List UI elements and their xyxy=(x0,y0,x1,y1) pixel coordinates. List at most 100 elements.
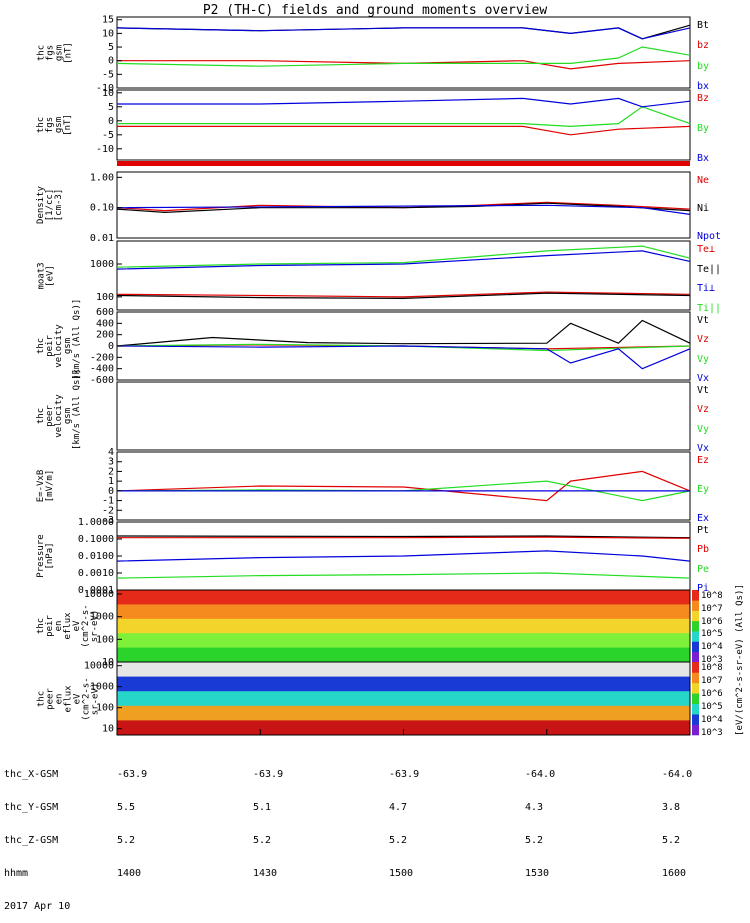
y-tick-label: -400 xyxy=(90,364,114,375)
colorbar-segment xyxy=(692,714,699,725)
y-tick-label: -10 xyxy=(96,83,114,94)
y-tick-label: 600 xyxy=(96,307,114,318)
spectrogram-band xyxy=(117,662,690,678)
spectrogram-band xyxy=(117,618,690,634)
series-line-Te⊥ xyxy=(116,291,691,298)
y-tick-label: 1000 xyxy=(90,612,114,623)
footer-col-1530: -64.0 4.3 5.2 1530 xyxy=(525,747,555,890)
y-tick-label: 10000 xyxy=(84,661,114,672)
spectrogram-band xyxy=(117,604,690,620)
y-tick-label: 100 xyxy=(96,634,114,645)
footer-col-1600: -64.0 3.8 5.2 1600 xyxy=(662,747,692,890)
series-line-Pt xyxy=(116,535,691,539)
series-line-bz xyxy=(117,60,691,70)
colorbar-segment xyxy=(692,620,699,632)
legend-item: Vy xyxy=(697,353,710,365)
panel-frame xyxy=(116,16,691,89)
legend-item: Ti|| xyxy=(697,303,722,314)
footer-x-value: -64.0 xyxy=(525,769,556,780)
colorbar-label: [eV/(cm^2-s-sr-eV) (All Qs)] xyxy=(735,584,745,736)
footer-time-value: 1430 xyxy=(253,868,278,879)
legend-item: Vx xyxy=(697,373,710,384)
footer-y-value: 3.8 xyxy=(662,802,681,813)
y-tick-label: 100 xyxy=(96,703,114,714)
legend-item: Ey xyxy=(697,484,710,495)
y-tick-label: 4 xyxy=(108,447,114,458)
y-axis-label: thc peer velocity gsm [km/s (All Qs)] xyxy=(36,368,82,450)
y-tick-label: 0 xyxy=(108,56,114,67)
footer-label-time: hhmm xyxy=(4,868,29,879)
y-tick-label: 5 xyxy=(108,102,114,113)
footer-label-y: thc_Y-GSM xyxy=(4,802,59,813)
y-tick-label: -5 xyxy=(102,130,114,141)
footer-label-z: thc_Z-GSM xyxy=(4,835,59,846)
y-tick-label: 15 xyxy=(102,15,114,26)
footer-z-value: 5.2 xyxy=(117,835,136,846)
y-tick-label: 10 xyxy=(102,28,114,39)
legend-item: Vz xyxy=(697,334,710,346)
legend-item: By xyxy=(697,123,710,134)
colorbar-segment xyxy=(692,662,699,673)
y-tick-label: -10 xyxy=(96,144,114,155)
legend-item: Vt xyxy=(697,315,710,326)
colorbar-tick: 10^3 xyxy=(701,655,723,665)
y-tick-label: 10000 xyxy=(84,589,114,600)
colorbar-segment xyxy=(692,682,699,694)
series-line-Pe xyxy=(116,572,691,579)
y-tick-label: -5 xyxy=(102,69,114,80)
legend-item: Ez xyxy=(697,455,710,466)
footer-time-value: 1530 xyxy=(525,868,550,879)
spectrogram-band xyxy=(117,691,690,707)
legend-item: Bx xyxy=(697,153,710,164)
legend-item: Bz xyxy=(697,93,710,104)
series-line-Ez xyxy=(116,470,691,502)
legend-item: Ex xyxy=(697,513,710,524)
y-axis-label: E=-VxB [mV/m] xyxy=(36,469,55,503)
colorbar-segment xyxy=(692,590,699,601)
series-line-Te|| xyxy=(116,292,691,300)
y-tick-label: 0 xyxy=(108,486,114,497)
y-tick-label: -200 xyxy=(90,352,114,363)
series-line-by xyxy=(116,46,691,67)
legend-item: Vx xyxy=(697,443,710,454)
y-tick-label: 10 xyxy=(102,657,114,668)
legend-item: Vt xyxy=(697,385,710,396)
series-line-Vx xyxy=(116,345,691,370)
y-tick-label: 1.00 xyxy=(90,172,114,183)
colorbar-segment xyxy=(692,672,699,684)
footer-col-1430: -63.9 5.1 5.2 1430 xyxy=(253,747,283,890)
series-line-By xyxy=(117,106,691,128)
y-tick-label: -3 xyxy=(102,515,114,526)
y-tick-label: 1 xyxy=(108,476,114,487)
legend-item: Ni xyxy=(697,203,710,214)
y-tick-label: 0 xyxy=(108,116,114,127)
series-line-Npot xyxy=(116,204,691,215)
legend-item: Te|| xyxy=(697,263,722,275)
footer-col-1500: -63.9 4.7 5.2 1500 xyxy=(389,747,419,890)
colorbar-tick: 10^3 xyxy=(701,728,723,738)
panel-frame xyxy=(116,381,691,451)
y-axis-label: thc peer en eflux eV (cm^2-s- sr-eV) xyxy=(36,676,100,721)
series-line-Ni xyxy=(116,202,691,214)
footer-x-value: -63.9 xyxy=(253,769,284,780)
legend-item: Ti⊥ xyxy=(697,283,716,295)
series-line-Bt xyxy=(116,24,691,40)
panel-frame xyxy=(116,89,691,161)
mag-flag-bar xyxy=(117,161,690,166)
y-tick-label: 2 xyxy=(108,466,114,477)
y-tick-label: 1000 xyxy=(90,682,114,693)
y-tick-label: -600 xyxy=(90,375,114,386)
series-line-Vt xyxy=(116,319,691,347)
footer-time-value: 1400 xyxy=(117,868,142,879)
panel-frame xyxy=(116,171,691,239)
legend-item: Pt xyxy=(697,525,710,536)
y-tick-label: 0.10 xyxy=(90,203,114,214)
spectrogram-band xyxy=(117,705,690,721)
colorbar-segment xyxy=(692,724,699,736)
colorbar-tick: 10^8 xyxy=(701,663,723,673)
y-tick-label: 1.0000 xyxy=(78,517,114,528)
footer-y-value: 5.1 xyxy=(253,802,272,813)
colorbar-tick: 10^4 xyxy=(701,642,723,653)
spectrogram-band xyxy=(117,647,690,663)
y-tick-label: 0.0001 xyxy=(78,585,114,596)
